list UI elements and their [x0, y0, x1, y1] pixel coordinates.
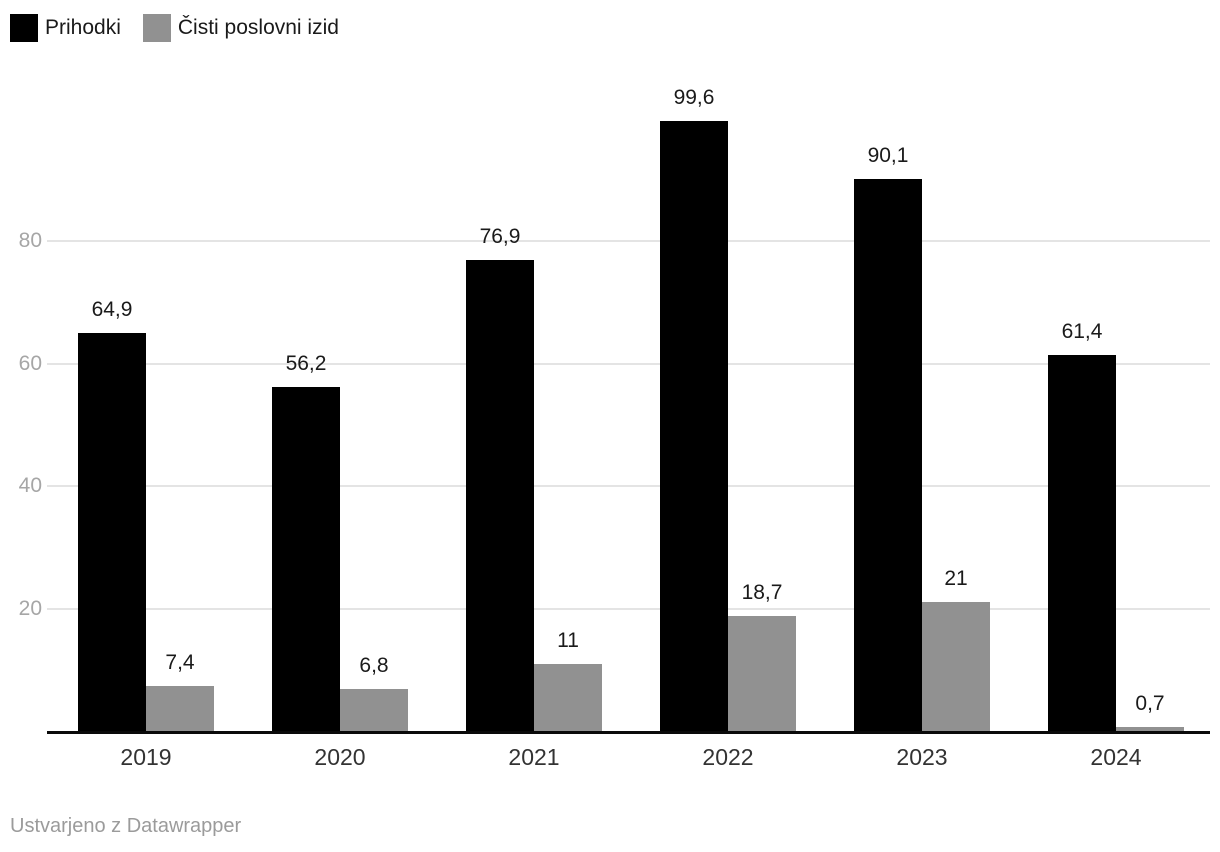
legend-item-prihodki: Prihodki	[10, 14, 121, 42]
value-label-prihodki-2024: 61,4	[1061, 320, 1103, 343]
chart-legend: Prihodki Čisti poslovni izid	[10, 14, 339, 42]
bar-cisti-poslovni-izid-2024	[1116, 727, 1184, 731]
legend-swatch-prihodki	[10, 14, 38, 42]
bar-cisti-poslovni-izid-2023	[922, 602, 990, 731]
gridline-60	[47, 362, 1210, 365]
value-label-cisti-poslovni-izid-2023: 21	[944, 567, 968, 590]
value-label-cisti-poslovni-izid-2019: 7,4	[165, 651, 195, 674]
value-label-cisti-poslovni-izid-2021: 11	[557, 629, 579, 652]
bar-cisti-poslovni-izid-2021	[534, 664, 602, 731]
bar-prihodki-2020	[272, 387, 340, 731]
x-axis-label-2023: 2023	[896, 744, 948, 770]
bar-prihodki-2024	[1048, 355, 1116, 731]
x-axis-line	[47, 731, 1210, 734]
legend-item-cisti-poslovni-izid: Čisti poslovni izid	[142, 14, 339, 42]
bar-prihodki-2022	[660, 121, 728, 731]
bar-cisti-poslovni-izid-2020	[340, 689, 408, 731]
y-tick-label-60: 60	[18, 351, 42, 375]
bar-prihodki-2023	[854, 179, 922, 731]
value-label-cisti-poslovni-izid-2024: 0,7	[1135, 692, 1165, 715]
legend-label-cisti-poslovni-izid: Čisti poslovni izid	[177, 16, 339, 39]
x-axis-label-2024: 2024	[1090, 744, 1142, 770]
value-label-prihodki-2020: 56,2	[285, 352, 327, 375]
value-label-prihodki-2023: 90,1	[867, 144, 909, 167]
value-label-prihodki-2022: 99,6	[673, 86, 715, 109]
bar-prihodki-2019	[78, 333, 146, 731]
legend-label-prihodki: Prihodki	[45, 16, 121, 39]
x-axis-label-2022: 2022	[702, 744, 754, 770]
legend-swatch-cisti-poslovni-izid	[142, 14, 171, 42]
value-label-prihodki-2021: 76,9	[479, 225, 521, 248]
gridline-40	[47, 485, 1210, 487]
datawrapper-credit: Ustvarjeno z Datawrapper	[10, 815, 242, 837]
value-label-cisti-poslovni-izid-2022: 18,7	[741, 581, 783, 604]
bar-cisti-poslovni-izid-2022	[728, 616, 796, 731]
value-label-cisti-poslovni-izid-2020: 6,8	[359, 654, 389, 677]
y-tick-label-20: 20	[18, 596, 42, 620]
x-axis-label-2020: 2020	[314, 744, 366, 770]
y-tick-label-40: 40	[18, 474, 42, 497]
bar-prihodki-2021	[466, 260, 534, 731]
value-label-prihodki-2019: 64,9	[91, 298, 133, 321]
x-axis-label-2019: 2019	[120, 744, 172, 770]
x-axis-label-2021: 2021	[508, 744, 560, 770]
y-tick-label-80: 80	[18, 229, 42, 252]
gridline-80	[47, 240, 1210, 242]
bar-cisti-poslovni-izid-2019	[146, 686, 214, 731]
gridline-20	[47, 607, 1210, 610]
